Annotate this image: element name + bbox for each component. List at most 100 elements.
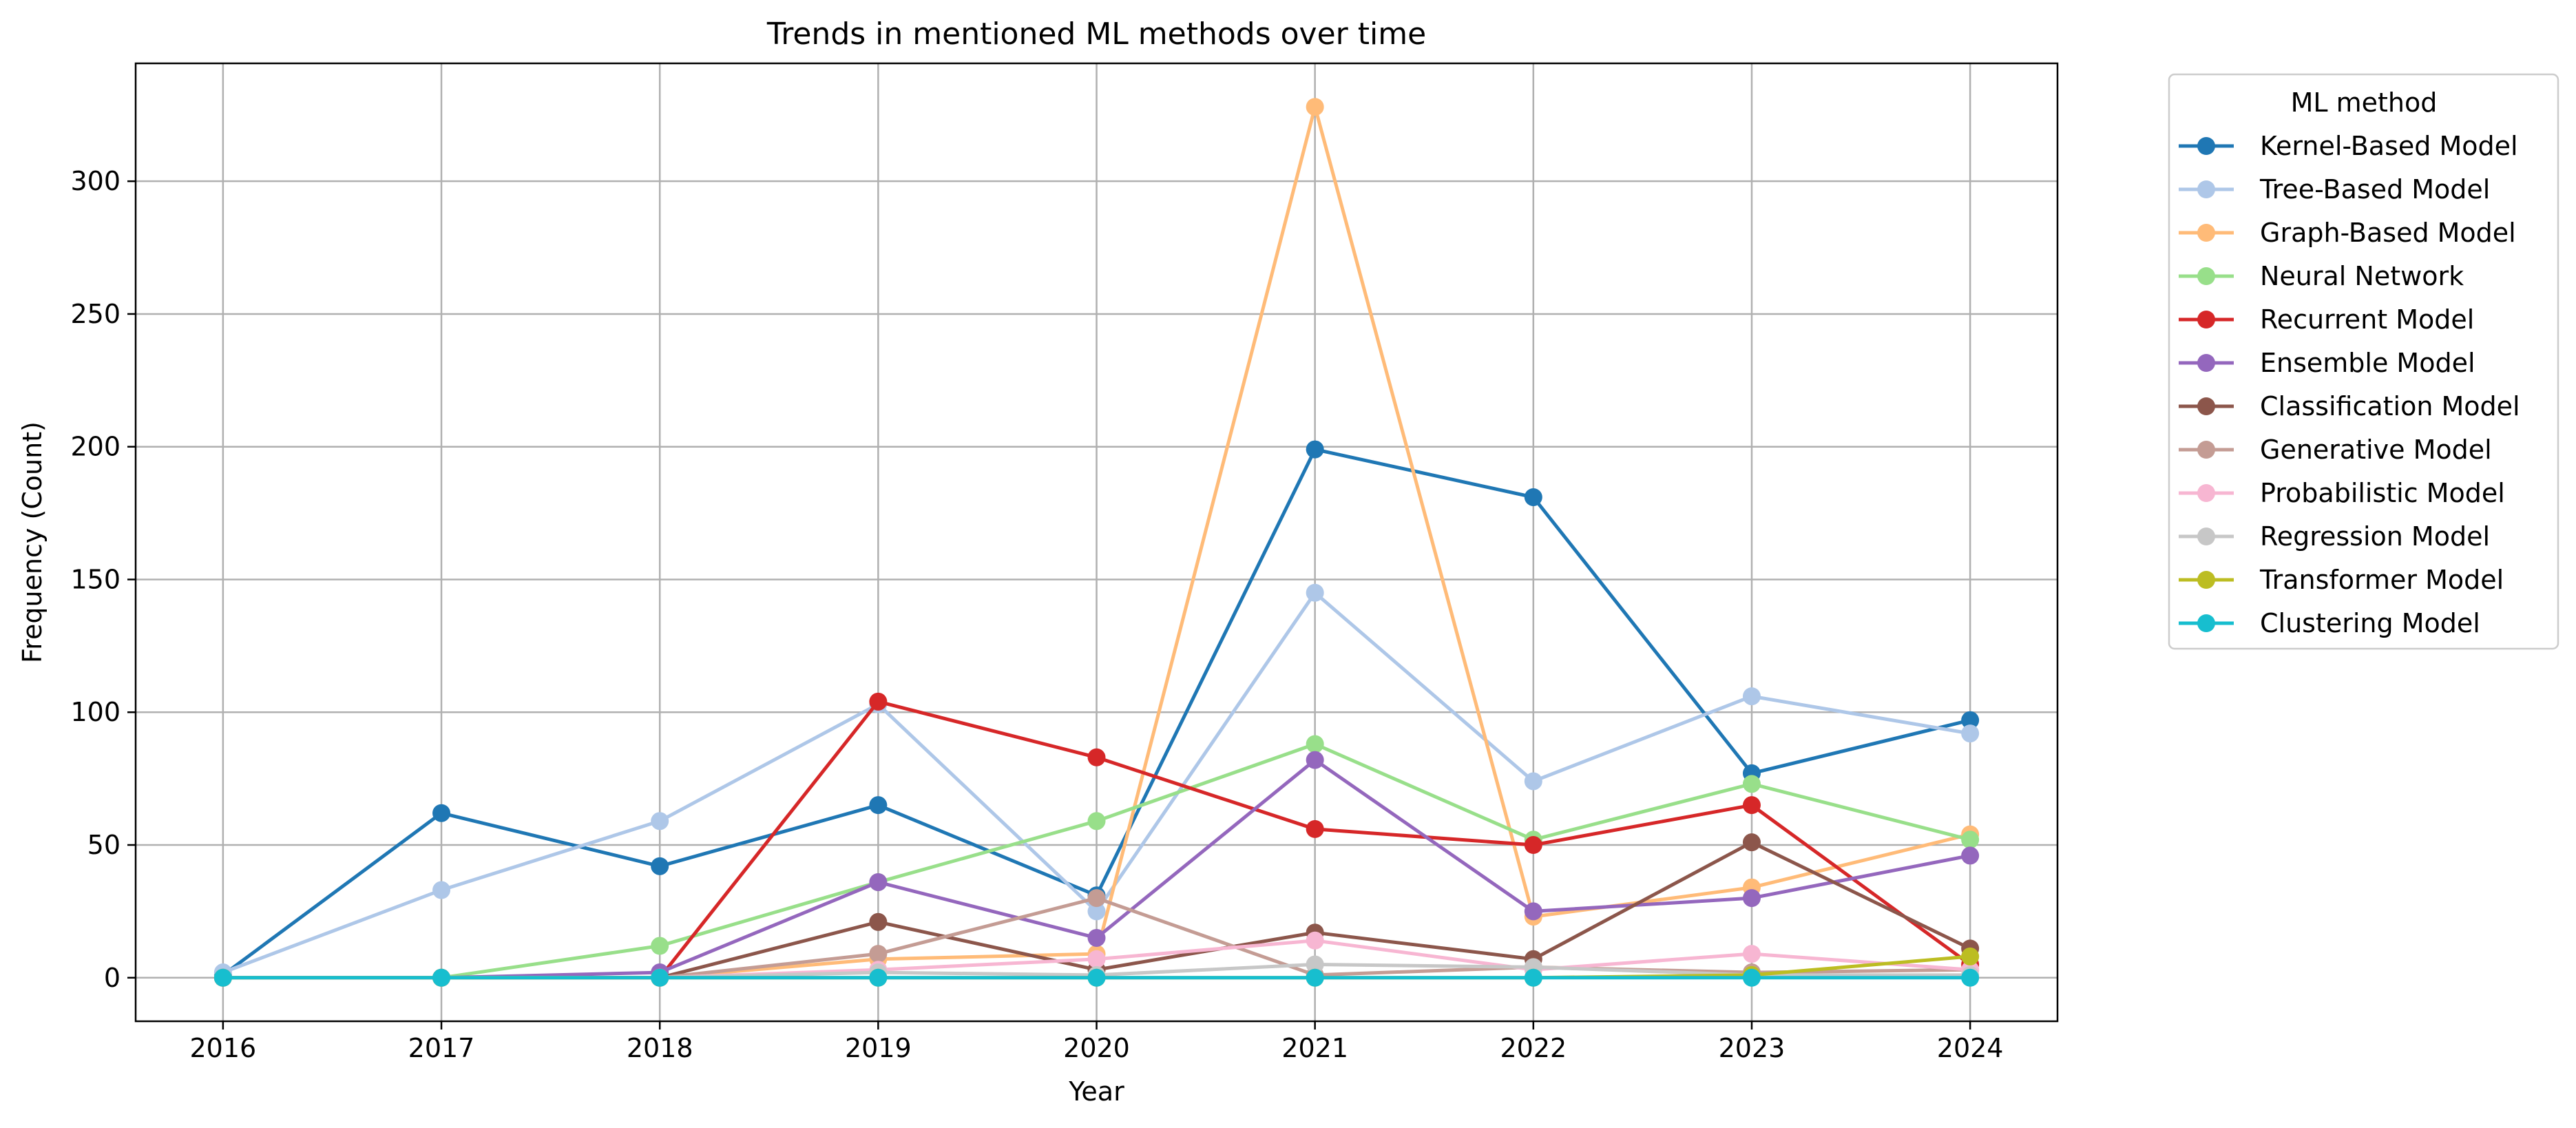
data-point: [1742, 687, 1761, 706]
y-tick-label: 300: [70, 166, 121, 196]
data-point: [1087, 968, 1106, 987]
legend-label: Classification Model: [2260, 391, 2520, 421]
y-tick-label: 150: [70, 564, 121, 594]
x-tick-label: 2022: [1500, 1033, 1567, 1063]
legend-marker: [2197, 311, 2215, 328]
data-point: [869, 945, 888, 963]
y-tick-label: 200: [70, 432, 121, 462]
data-point: [1524, 902, 1542, 921]
legend-item: Clustering Model: [2179, 608, 2480, 638]
data-point: [1087, 889, 1106, 908]
legend-label: Clustering Model: [2260, 608, 2480, 638]
x-tick-label: 2017: [408, 1033, 475, 1063]
data-point: [651, 812, 669, 831]
legend-marker: [2197, 571, 2215, 589]
data-point: [1087, 950, 1106, 968]
data-point: [869, 873, 888, 891]
data-point: [213, 968, 232, 987]
data-point: [1087, 928, 1106, 947]
data-point: [432, 804, 451, 822]
y-tick-label: 50: [87, 830, 121, 860]
data-point: [869, 796, 888, 815]
axis-ticks: 2016 2017 2018 2019 2020 2021 2022 2023 2024 0 50 1…: [70, 166, 2003, 1063]
x-axis-label: Year: [1068, 1076, 1124, 1107]
data-point: [1742, 889, 1761, 908]
data-point: [869, 912, 888, 931]
x-tick-label: 2018: [627, 1033, 693, 1063]
legend-label: Regression Model: [2260, 521, 2490, 552]
data-point: [1306, 751, 1324, 769]
data-point: [1524, 836, 1542, 855]
data-point: [1524, 968, 1542, 987]
x-tick-label: 2019: [845, 1033, 912, 1063]
data-point: [1742, 968, 1761, 987]
y-tick-label: 0: [104, 963, 121, 993]
data-point: [1306, 735, 1324, 753]
data-point: [1306, 98, 1324, 116]
legend-marker: [2197, 484, 2215, 502]
data-point: [1961, 831, 1980, 849]
legend-item: Graph-Based Model: [2179, 218, 2516, 248]
data-point: [1961, 947, 1980, 965]
data-point: [1961, 846, 1980, 865]
data-point: [1306, 968, 1324, 987]
data-point: [1742, 796, 1761, 815]
data-point: [1961, 968, 1980, 987]
series-tree-based-model: [213, 583, 1980, 982]
x-tick-label: 2021: [1281, 1033, 1348, 1063]
data-point: [1087, 812, 1106, 831]
legend-item: Recurrent Model: [2179, 304, 2474, 335]
legend-label: Tree-Based Model: [2259, 174, 2490, 205]
data-point: [1087, 748, 1106, 766]
y-axis-label: Frequency (Count): [17, 421, 48, 663]
data-point: [1742, 775, 1761, 793]
legend-marker: [2197, 397, 2215, 415]
data-point: [1306, 955, 1324, 974]
legend-label: Recurrent Model: [2260, 304, 2474, 335]
legend-item: Kernel-Based Model: [2179, 131, 2518, 161]
y-tick-label: 100: [70, 697, 121, 727]
data-point: [1306, 819, 1324, 838]
legend-label: Generative Model: [2260, 435, 2492, 465]
series-clustering-model: [213, 968, 1980, 987]
legend-item: Ensemble Model: [2179, 348, 2475, 378]
data-point: [1524, 488, 1542, 506]
data-point: [1087, 902, 1106, 921]
legend-item: Regression Model: [2179, 521, 2490, 552]
legend-marker: [2197, 267, 2215, 285]
data-point: [1524, 772, 1542, 791]
legend: ML method Kernel-Based Model Tree-Based M…: [2168, 73, 2559, 650]
legend-marker: [2197, 137, 2215, 155]
legend-marker: [2197, 180, 2215, 198]
legend-marker: [2197, 354, 2215, 372]
legend-title: ML method: [2291, 87, 2438, 118]
legend-label: Ensemble Model: [2260, 348, 2475, 378]
legend-items: Kernel-Based Model Tree-Based Model Graph-…: [2179, 131, 2520, 638]
legend-label: Probabilistic Model: [2260, 478, 2505, 508]
chart-title: Trends in mentioned ML methods over time: [766, 17, 1426, 52]
series-lines: [213, 98, 1980, 987]
data-point: [651, 857, 669, 875]
x-tick-label: 2024: [1937, 1033, 2004, 1063]
data-point: [1306, 583, 1324, 602]
legend-marker: [2197, 441, 2215, 459]
data-point: [651, 968, 669, 987]
x-tick-label: 2020: [1063, 1033, 1130, 1063]
legend-marker: [2197, 528, 2215, 545]
legend-label: Transformer Model: [2259, 565, 2504, 595]
legend-box: [2168, 73, 2559, 650]
data-point: [1742, 945, 1761, 963]
legend-item: Tree-Based Model: [2179, 174, 2490, 205]
legend-label: Kernel-Based Model: [2260, 131, 2518, 161]
legend-item: Classification Model: [2179, 391, 2520, 421]
data-point: [432, 881, 451, 899]
data-point: [651, 937, 669, 955]
legend-item: Probabilistic Model: [2179, 478, 2505, 508]
data-point: [869, 968, 888, 987]
data-point: [1306, 931, 1324, 950]
data-point: [869, 692, 888, 711]
data-point: [1961, 724, 1980, 743]
legend-marker: [2197, 614, 2215, 632]
